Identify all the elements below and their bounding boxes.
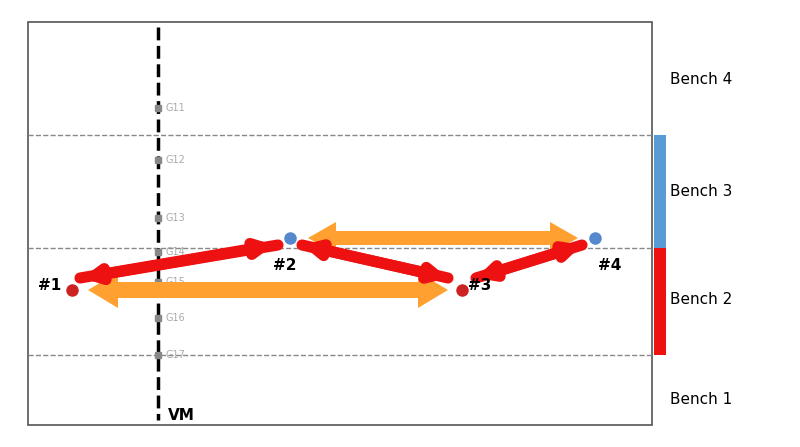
Text: G16: G16 xyxy=(166,313,186,323)
Text: Bench 2: Bench 2 xyxy=(670,292,732,308)
Text: G12: G12 xyxy=(166,155,186,165)
Text: #1: #1 xyxy=(38,278,62,292)
Text: Bench 3: Bench 3 xyxy=(670,185,732,199)
Polygon shape xyxy=(308,222,578,254)
Text: G17: G17 xyxy=(166,350,186,360)
Text: G13: G13 xyxy=(166,213,186,223)
Text: Bench 1: Bench 1 xyxy=(670,392,732,408)
Bar xyxy=(654,135,666,248)
Text: Bench 4: Bench 4 xyxy=(670,72,732,88)
Text: G11: G11 xyxy=(166,103,186,113)
Text: G14: G14 xyxy=(166,247,186,257)
Text: #3: #3 xyxy=(468,278,492,292)
Text: #2: #2 xyxy=(274,257,297,273)
Text: VM: VM xyxy=(168,408,195,422)
Polygon shape xyxy=(88,272,448,308)
Bar xyxy=(28,22,652,425)
Text: G15: G15 xyxy=(166,277,186,287)
Text: #4: #4 xyxy=(598,257,622,273)
Bar xyxy=(654,248,666,355)
